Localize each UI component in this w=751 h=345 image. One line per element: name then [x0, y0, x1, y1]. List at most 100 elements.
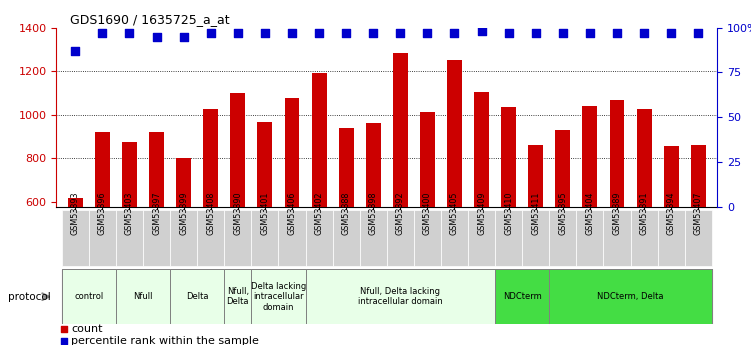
Text: Nfull,
Delta: Nfull, Delta	[227, 287, 249, 306]
Text: Delta: Delta	[186, 292, 209, 301]
Point	[692, 30, 704, 36]
Text: GSM53402: GSM53402	[315, 191, 324, 235]
Text: GSM53392: GSM53392	[396, 191, 405, 235]
Text: count: count	[71, 325, 103, 334]
Bar	[95, 132, 110, 332]
Text: GSM53390: GSM53390	[234, 191, 243, 235]
Point	[475, 28, 487, 34]
Bar	[522, 210, 549, 266]
Point	[306, 191, 318, 196]
Bar	[62, 269, 116, 324]
Bar	[549, 210, 576, 266]
Bar	[441, 210, 468, 266]
Bar	[691, 145, 706, 332]
Point	[394, 30, 406, 36]
Bar	[198, 210, 225, 266]
Bar	[116, 210, 143, 266]
Bar	[204, 109, 218, 332]
Text: Nfull, Delta lacking
intracellular domain: Nfull, Delta lacking intracellular domai…	[358, 287, 442, 306]
Text: GSM53389: GSM53389	[613, 191, 622, 235]
Bar	[306, 269, 495, 324]
Point	[665, 30, 677, 36]
Point	[448, 30, 460, 36]
Bar	[68, 198, 83, 332]
Bar	[339, 128, 354, 332]
Text: GSM53405: GSM53405	[450, 191, 459, 235]
Bar	[447, 60, 462, 332]
Point	[150, 34, 162, 39]
Text: Delta lacking
intracellular
domain: Delta lacking intracellular domain	[251, 282, 306, 312]
Text: GSM53397: GSM53397	[152, 191, 161, 235]
Point	[123, 30, 135, 36]
Point	[205, 30, 217, 36]
Text: GSM53408: GSM53408	[207, 191, 216, 235]
Text: NDCterm: NDCterm	[503, 292, 541, 301]
Bar	[604, 210, 631, 266]
Text: protocol: protocol	[8, 292, 50, 302]
Bar	[549, 269, 712, 324]
Bar	[631, 210, 658, 266]
Bar	[252, 269, 306, 324]
Bar	[312, 73, 327, 332]
Point	[529, 30, 541, 36]
Text: GSM53394: GSM53394	[667, 191, 676, 235]
Bar	[495, 269, 549, 324]
Text: GSM53396: GSM53396	[98, 191, 107, 235]
Bar	[360, 210, 387, 266]
Text: GSM53404: GSM53404	[585, 191, 594, 235]
Bar	[149, 132, 164, 332]
Bar	[122, 142, 137, 332]
Bar	[225, 269, 252, 324]
Bar	[495, 210, 522, 266]
Point	[584, 30, 596, 36]
Text: GSM53406: GSM53406	[288, 191, 297, 235]
Text: control: control	[74, 292, 104, 301]
Point	[367, 30, 379, 36]
Bar	[258, 122, 273, 332]
Bar	[306, 210, 333, 266]
Bar	[393, 52, 408, 332]
Bar	[414, 210, 441, 266]
Bar	[366, 123, 381, 332]
Bar	[285, 98, 300, 332]
Bar	[170, 210, 198, 266]
Text: GSM53398: GSM53398	[369, 191, 378, 235]
Bar	[576, 210, 604, 266]
Text: GSM53391: GSM53391	[640, 191, 649, 235]
Text: GSM53401: GSM53401	[261, 191, 270, 235]
Bar	[62, 210, 89, 266]
Bar	[176, 158, 191, 332]
Point	[611, 30, 623, 36]
Bar	[225, 210, 252, 266]
Text: GSM53393: GSM53393	[71, 191, 80, 235]
Text: GSM53410: GSM53410	[504, 191, 513, 235]
Text: GSM53407: GSM53407	[694, 191, 703, 235]
Bar	[231, 93, 246, 332]
Bar	[170, 269, 225, 324]
Text: GSM53409: GSM53409	[477, 191, 486, 235]
Point	[259, 30, 271, 36]
Bar	[474, 92, 489, 332]
Text: GSM53388: GSM53388	[342, 191, 351, 235]
Point	[306, 294, 318, 300]
Point	[340, 30, 352, 36]
Text: Nfull: Nfull	[133, 292, 152, 301]
Point	[313, 30, 325, 36]
Text: GSM53411: GSM53411	[531, 191, 540, 235]
Bar	[279, 210, 306, 266]
Text: GSM53400: GSM53400	[423, 191, 432, 235]
Bar	[116, 269, 170, 324]
Bar	[468, 210, 495, 266]
Point	[178, 34, 190, 39]
Bar	[252, 210, 279, 266]
Point	[421, 30, 433, 36]
Bar	[528, 145, 543, 332]
Bar	[420, 112, 435, 332]
Point	[638, 30, 650, 36]
Bar	[333, 210, 360, 266]
Point	[69, 48, 81, 54]
Bar	[637, 109, 652, 332]
Bar	[89, 210, 116, 266]
Bar	[143, 210, 170, 266]
Point	[96, 30, 108, 36]
